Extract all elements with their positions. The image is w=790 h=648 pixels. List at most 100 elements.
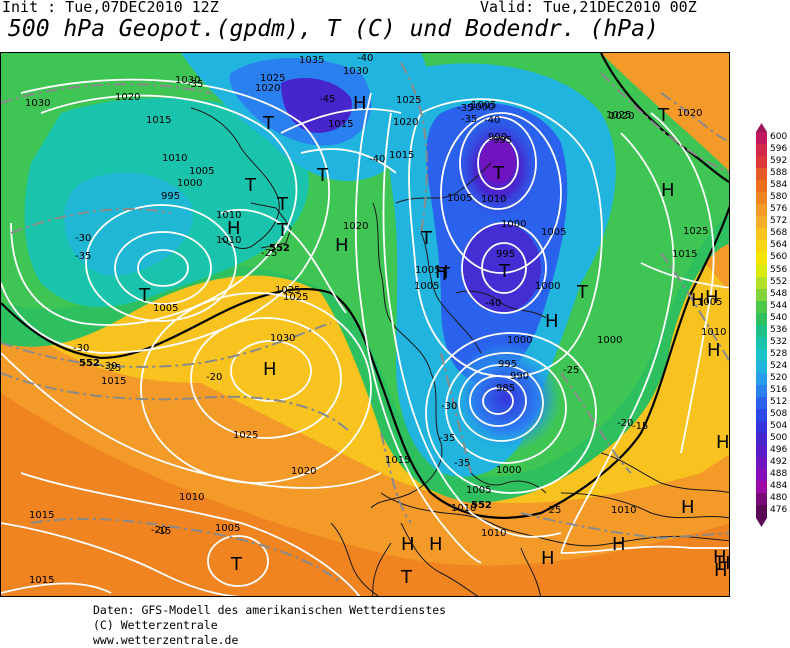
coastlines bbox=[190, 107, 729, 596]
isobar-label: 990 bbox=[510, 371, 529, 382]
legend-label: 588 bbox=[770, 168, 788, 179]
isotherm-label: -30 bbox=[101, 361, 117, 372]
legend-entry: 552 bbox=[756, 276, 790, 289]
isobar-label: 1025 bbox=[233, 430, 258, 441]
legend-swatch bbox=[756, 481, 767, 494]
isotherm-label: -20 bbox=[151, 525, 167, 536]
legend-label: 524 bbox=[770, 360, 788, 371]
isobar-label: 1020 bbox=[115, 92, 140, 103]
isobar-label: 1010 bbox=[451, 503, 476, 514]
isotherm-label: -20 bbox=[206, 372, 222, 383]
isotherm-label: -35 bbox=[187, 79, 203, 90]
legend-entry: 508 bbox=[756, 409, 790, 422]
init-time: Init : Tue,07DEC2010 12Z bbox=[2, 0, 219, 16]
isobar-label: 1035 bbox=[299, 55, 324, 66]
high-pressure-marker: H bbox=[227, 218, 241, 239]
legend-label: 596 bbox=[770, 144, 788, 155]
isotherm-label: -40 bbox=[484, 115, 500, 126]
high-pressure-marker: H bbox=[545, 311, 559, 332]
legend-entry: 596 bbox=[756, 144, 790, 157]
isobar-label: 1025 bbox=[275, 285, 300, 296]
isobar-label: 1005 bbox=[466, 485, 491, 496]
legend-label: 580 bbox=[770, 192, 788, 203]
isobar-label: 1010 bbox=[481, 528, 506, 539]
isotherm-label: -15 bbox=[632, 421, 648, 432]
legend-swatch bbox=[756, 324, 767, 337]
isobar-label: 1010 bbox=[216, 210, 241, 221]
legend-entry: 588 bbox=[756, 168, 790, 181]
legend-entry: 544 bbox=[756, 300, 790, 313]
legend-swatch bbox=[756, 336, 767, 349]
high-pressure-marker: H bbox=[335, 235, 349, 256]
isobars bbox=[1, 78, 729, 596]
temperature-labels: -40-45-35-40-40-35-35-30-35-30-25-30-25-… bbox=[73, 53, 648, 537]
legend-label: 512 bbox=[770, 397, 788, 408]
legend-label: 548 bbox=[770, 288, 788, 299]
legend-label: 488 bbox=[770, 469, 788, 480]
data-source: Daten: GFS-Modell des amerikanischen Wet… bbox=[93, 603, 447, 617]
legend-swatch bbox=[756, 276, 767, 289]
legend-entry: 484 bbox=[756, 481, 790, 494]
isobar-label: 1000 bbox=[597, 335, 622, 346]
legend-label: 600 bbox=[770, 132, 788, 142]
legend-entry: 524 bbox=[756, 360, 790, 373]
low-pressure-marker: T bbox=[262, 113, 275, 134]
isotherm-label: -15 bbox=[155, 526, 171, 537]
isobar-label: 1030 bbox=[270, 333, 295, 344]
high-pressure-marker: H bbox=[612, 534, 626, 555]
isotherms bbox=[1, 62, 729, 584]
legend-entry: 480 bbox=[756, 493, 790, 506]
isobar-label: 1015 bbox=[385, 455, 410, 466]
isotherm-label: -35 bbox=[457, 103, 473, 114]
high-pressure-marker: H bbox=[681, 497, 695, 518]
legend-label: 552 bbox=[770, 276, 788, 287]
isobar-label: 1030 bbox=[175, 75, 200, 86]
legend-swatch bbox=[756, 409, 767, 422]
high-pressure-marker: H bbox=[263, 359, 277, 380]
isobar-label: 1005 bbox=[541, 227, 566, 238]
isotherm-label: -40 bbox=[369, 154, 385, 165]
legend-swatch bbox=[756, 384, 767, 398]
legend-swatch bbox=[756, 312, 767, 325]
legend-entry: 580 bbox=[756, 192, 790, 205]
low-pressure-marker: T bbox=[244, 175, 257, 196]
isobar-label: 1020 bbox=[677, 108, 702, 119]
isotherm-label: -40 bbox=[485, 298, 501, 309]
isobar-label: 1005 bbox=[215, 523, 240, 534]
isotherm-label: -35 bbox=[461, 114, 477, 125]
legend-entry: 504 bbox=[756, 421, 790, 434]
isotherm-label: -30 bbox=[441, 401, 457, 412]
high-pressure-marker: H bbox=[705, 287, 719, 308]
isobar-label: 1015 bbox=[29, 575, 54, 586]
legend-label: 576 bbox=[770, 204, 788, 215]
isobar-label: 1005 bbox=[697, 297, 722, 308]
isobar-label: 1000 bbox=[496, 465, 521, 476]
isotherm-label: -30 bbox=[73, 343, 89, 354]
legend-label: 500 bbox=[770, 433, 788, 444]
low-pressure-marker: T bbox=[400, 567, 413, 588]
high-pressure-marker: H bbox=[435, 262, 449, 283]
low-pressure-marker: T bbox=[230, 554, 243, 575]
legend-swatch bbox=[756, 264, 767, 277]
isobar-label: 1005 bbox=[189, 166, 214, 177]
legend-label: 520 bbox=[770, 372, 788, 383]
isobar-label: 1020 bbox=[393, 117, 418, 128]
legend-label: 484 bbox=[770, 481, 788, 492]
legend-label: 556 bbox=[770, 264, 788, 275]
isotherm-label: -35 bbox=[454, 458, 470, 469]
footer: Daten: GFS-Modell des amerikanischen Wet… bbox=[93, 603, 446, 648]
legend-label: 536 bbox=[770, 324, 788, 335]
low-pressure-marker: T bbox=[276, 194, 289, 215]
high-pressure-marker: H bbox=[429, 534, 443, 555]
legend-entry: 572 bbox=[756, 216, 790, 229]
legend-swatch bbox=[756, 252, 767, 265]
legend-label: 568 bbox=[770, 228, 788, 239]
isobar-label: 995 bbox=[498, 359, 517, 370]
legend-label: 572 bbox=[770, 216, 788, 227]
geopotential-label: 552 bbox=[79, 358, 100, 369]
isobar-label: 1000 bbox=[501, 219, 526, 230]
legend-swatch bbox=[756, 180, 767, 193]
legend-entry: 568 bbox=[756, 228, 790, 241]
legend-entry: 492 bbox=[756, 457, 790, 470]
isobar-label: 1015 bbox=[389, 150, 414, 161]
